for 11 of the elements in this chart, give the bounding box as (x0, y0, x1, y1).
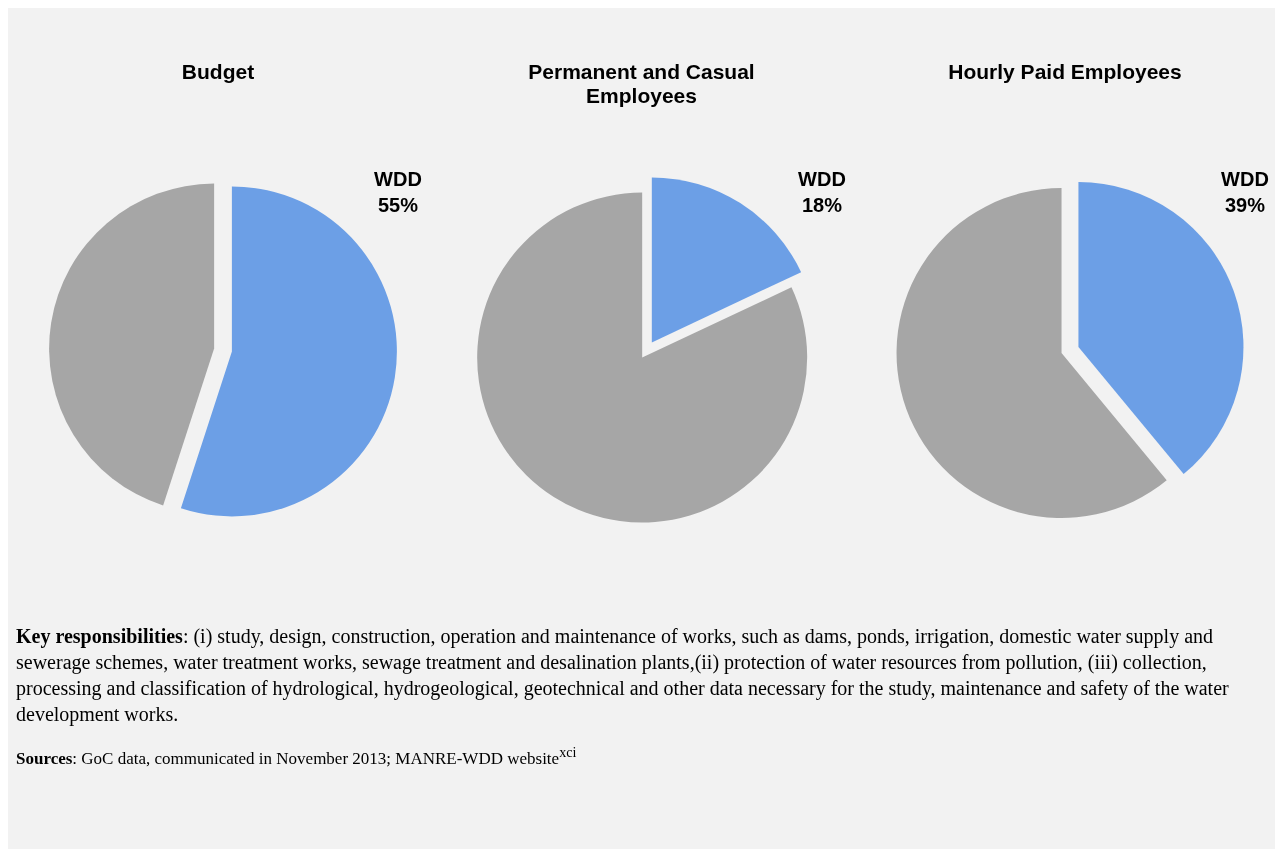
chart-title: Permanent and Casual Employees (527, 60, 756, 109)
data-label: 55% (377, 194, 419, 216)
slice-label: WDD (374, 168, 422, 190)
data-label: 39% (1224, 194, 1266, 216)
chart-title: Budget (180, 60, 256, 85)
slice-label: WDD (797, 168, 846, 190)
slice-label: WDD (1221, 168, 1269, 190)
text: Key responsibilities: (i) study, design, construction, operation and maintenance of works, such as dams, ponds, irrigation, domestic water supply and sewerage schemes, water treatment works, sewage treatment and desalination plants,(ii) protection of water resources from pollution, (iii) collection, processing and classification of hydrological, hydrogeological, geotechnical and other data necessary for the study, maintenance and safety of the water development works. (16, 625, 1229, 725)
source-note: Sources: GoC data, communicated in November 2013; MANRE-WDD website$^{xci}$ (16, 744, 577, 768)
data-label: 18% (801, 194, 842, 216)
chart-title: Hourly Paid Employees (947, 60, 1183, 85)
